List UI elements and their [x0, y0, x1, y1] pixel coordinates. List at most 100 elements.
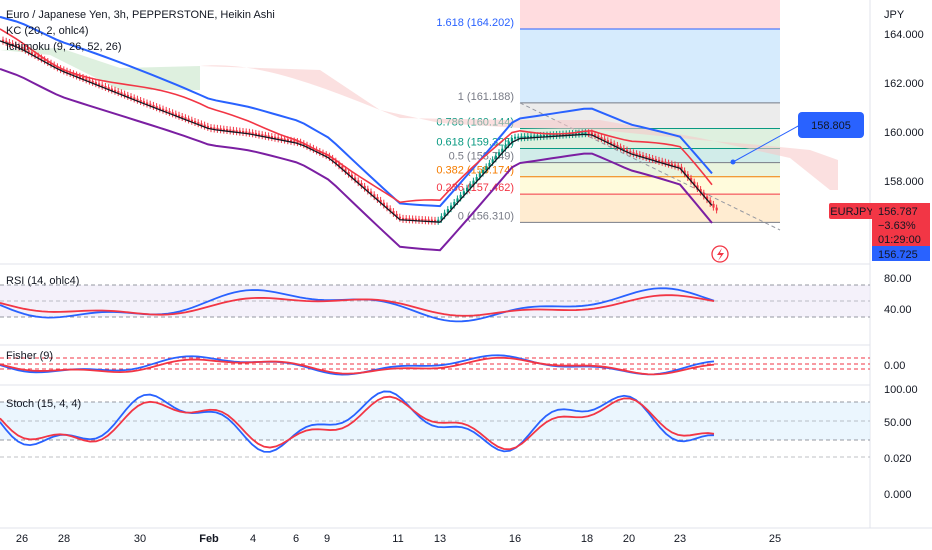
- candle-body: [274, 136, 277, 139]
- candle-body: [638, 154, 641, 157]
- fib-zone: [520, 148, 780, 163]
- candle-body: [270, 136, 273, 139]
- fib-level-label: 1 (161.188): [458, 91, 514, 103]
- candle-body: [613, 143, 616, 146]
- candle-body: [459, 194, 462, 199]
- candle-body: [597, 135, 600, 138]
- candle-body: [664, 161, 667, 164]
- candle-body: [98, 83, 101, 86]
- candle-body: [469, 184, 472, 188]
- candle-body: [107, 87, 110, 90]
- fisher-label[interactable]: Fisher (9): [6, 350, 53, 362]
- candle-body: [373, 194, 376, 198]
- stoch-tick-100: 100.00: [884, 384, 918, 396]
- candle-body: [267, 135, 270, 138]
- time-tick-label: 13: [434, 533, 446, 545]
- candle-body: [622, 148, 625, 151]
- fib-level-label: 0.5 (158.749): [449, 151, 514, 163]
- candle-body: [114, 89, 117, 92]
- candle-body: [555, 134, 558, 137]
- time-tick-label: 6: [293, 533, 299, 545]
- callout-box[interactable]: [798, 112, 864, 138]
- candle-body: [8, 41, 11, 44]
- candle-body: [398, 216, 401, 219]
- indicator-kc-label[interactable]: KC (20, 2, ohlc4): [6, 25, 89, 37]
- candle-body: [626, 149, 629, 152]
- time-tick-label: 25: [769, 533, 781, 545]
- candle-body: [414, 218, 417, 221]
- candle-body: [254, 132, 257, 135]
- candle-body: [526, 135, 529, 138]
- candle-body: [117, 91, 120, 94]
- candle-body: [149, 103, 152, 106]
- candle-body: [510, 138, 513, 142]
- candle-body: [75, 74, 78, 77]
- time-tick-label: Feb: [199, 533, 219, 545]
- indicator-ichimoku-label[interactable]: Ichimoku (9, 26, 52, 26): [6, 41, 122, 53]
- candle-body: [277, 137, 280, 140]
- candle-body: [456, 198, 459, 202]
- candle-body: [376, 197, 379, 200]
- candle-body: [360, 183, 363, 186]
- alert-flash-icon[interactable]: [711, 245, 729, 263]
- candle-body: [350, 174, 353, 178]
- currency-label[interactable]: JPY: [884, 9, 905, 21]
- candle-body: [530, 135, 533, 138]
- candle-body: [219, 128, 222, 131]
- candle-body: [181, 116, 184, 119]
- candle-body: [142, 101, 145, 104]
- candle-body: [264, 134, 267, 137]
- bar-countdown: 01:29:00: [878, 234, 921, 246]
- candle-body: [222, 128, 225, 131]
- candle-body: [232, 129, 235, 132]
- candle-body: [549, 134, 552, 137]
- candle-body: [536, 135, 539, 138]
- candle-body: [539, 135, 542, 138]
- candle-body: [126, 94, 129, 97]
- candle-body: [242, 131, 245, 134]
- candle-body: [261, 134, 264, 137]
- candle-body: [258, 133, 261, 136]
- candle-body: [18, 45, 21, 48]
- time-tick-label: 18: [581, 533, 593, 545]
- price-axis-ticks: 164.000 162.000 160.000 158.000: [884, 29, 924, 188]
- candle-body: [136, 98, 139, 101]
- candle-body: [37, 55, 40, 58]
- fib-zone: [520, 29, 780, 103]
- candle-body: [34, 53, 37, 56]
- candle-body: [670, 163, 673, 166]
- rsi-tick-40: 40.00: [884, 304, 912, 316]
- axis-corner: [872, 530, 930, 550]
- candle-body: [517, 136, 520, 139]
- candle-body: [578, 132, 581, 135]
- price-tick-label: 160.000: [884, 127, 924, 139]
- fib-retracement[interactable]: 1.618 (164.202)1 (161.188)0.786 (160.144…: [436, 0, 781, 231]
- time-tick-label: 9: [324, 533, 330, 545]
- candle-body: [104, 85, 107, 88]
- candle-body: [450, 205, 453, 210]
- fib-level-label: 0.382 (158.174): [436, 165, 514, 177]
- candle-body: [600, 137, 603, 140]
- rsi-label[interactable]: RSI (14, ohlc4): [6, 275, 79, 287]
- candle-body: [82, 77, 85, 80]
- candle-body: [642, 155, 645, 158]
- candle-body: [667, 162, 670, 165]
- candle-body: [184, 117, 187, 120]
- fib-trend-line: [519, 102, 781, 231]
- candle-body: [101, 84, 104, 87]
- candle-body: [24, 48, 27, 51]
- candle-body: [203, 124, 206, 127]
- candle-body: [715, 207, 718, 211]
- candle-body: [363, 185, 366, 189]
- candle-body: [27, 50, 30, 53]
- candle-body: [235, 130, 238, 133]
- candle-body: [162, 108, 165, 111]
- price-tick-label: 164.000: [884, 29, 924, 41]
- candle-body: [504, 145, 507, 149]
- stoch-label[interactable]: Stoch (15, 4, 4): [6, 398, 81, 410]
- candle-body: [424, 219, 427, 222]
- candle-body: [565, 133, 568, 136]
- candle-body: [5, 40, 8, 43]
- candle-body: [194, 120, 197, 123]
